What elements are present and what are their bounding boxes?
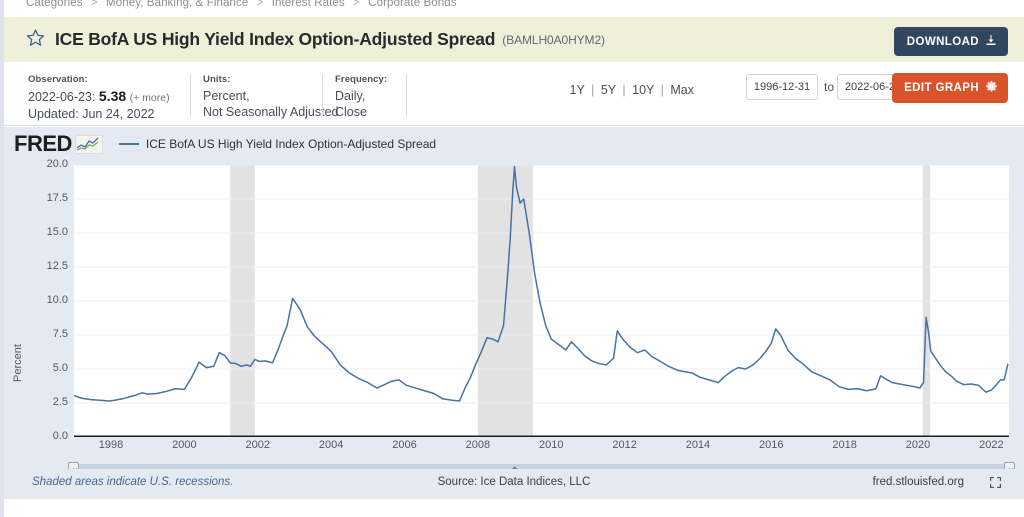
fred-logo: FRED	[14, 131, 72, 156]
y-axis-tick-label: 0.0	[52, 430, 68, 442]
date-range-to-label: to	[823, 80, 834, 94]
breadcrumb-item-interest-rates[interactable]: Interest Rates	[271, 0, 345, 9]
units-label: Units:	[203, 74, 231, 85]
fred-sparkline-icon	[74, 134, 103, 154]
frequency-label: Frequency:	[335, 74, 388, 85]
page-title: ICE BofA US High Yield Index Option-Adju…	[55, 29, 496, 49]
range-10y-link[interactable]: 10Y	[632, 83, 655, 97]
x-axis-tick-label: 2008	[465, 439, 491, 451]
observation-date: 2022-06-23:	[28, 90, 96, 104]
breadcrumb-separator: >	[90, 0, 98, 9]
y-axis-tick-label: 7.5	[52, 328, 68, 340]
y-axis-tick-label: 5.0	[52, 362, 68, 374]
x-axis-tick-label: 2006	[392, 439, 417, 451]
x-axis-tick-label: 2016	[759, 439, 784, 451]
updated-date: Updated: Jun 24, 2022	[28, 107, 155, 121]
observation-value: 5.38	[98, 88, 127, 104]
x-axis-tick-label: 2022	[979, 439, 1004, 451]
series-meta-bar: Observation: 2022-06-23: 5.38 (+ more) U…	[4, 62, 1024, 126]
recession-note: Shaded areas indicate U.S. recessions.	[32, 476, 234, 488]
series-id: (BAMLH0A0HYM2)	[502, 32, 605, 47]
chart-panel: FRED ICE BofA US High Yield Index Option…	[4, 127, 1024, 493]
page-left-rule	[0, 0, 4, 517]
download-button-label: DOWNLOAD	[906, 35, 979, 48]
frequency-value-2: Close	[335, 105, 367, 119]
y-axis-tick-label: 2.5	[52, 396, 68, 408]
observation-label: Observation:	[28, 74, 88, 85]
x-axis-tick-label: 2018	[832, 439, 857, 451]
y-axis-tick-label: 12.5	[46, 260, 68, 272]
breadcrumb-item-categories[interactable]: Categories	[26, 0, 83, 9]
range-shortcut-links: 1Y | 5Y | 10Y | Max	[570, 83, 694, 97]
x-axis-tick-label: 2020	[905, 439, 931, 451]
range-max-link[interactable]: Max	[670, 83, 694, 97]
site-url: fred.stlouisfed.org	[872, 476, 964, 488]
chart-header: FRED ICE BofA US High Yield Index Option…	[14, 133, 436, 155]
units-value-1: Percent,	[203, 89, 250, 103]
breadcrumb-item-money-banking-finance[interactable]: Money, Banking, & Finance	[106, 0, 249, 9]
y-axis-ticks: 0.0 2.5 5.0 7.5 10.0 12.5 15.0 17.5 20.0	[12, 158, 68, 442]
source-note: Source: Ice Data Indices, LLC	[437, 476, 591, 488]
units-column: Units: Percent, Not Seasonally Adjusted	[190, 74, 353, 119]
fullscreen-icon[interactable]	[989, 476, 1002, 494]
legend-line-swatch	[118, 143, 139, 145]
x-axis-tick-label: 2004	[318, 439, 344, 451]
edit-graph-button[interactable]: EDIT GRAPH	[892, 73, 1008, 103]
frequency-column: Frequency: Daily, Close	[322, 74, 401, 119]
frequency-value-1: Daily,	[335, 89, 366, 103]
x-axis-tick-label: 2002	[245, 439, 271, 451]
range-separator: |	[591, 83, 595, 97]
observation-more-link[interactable]: (+ more)	[129, 92, 170, 104]
units-value-2: Not Seasonally Adjusted	[203, 105, 339, 119]
page-bottom-strip	[4, 499, 1024, 517]
observation-value-row: 2022-06-23: 5.38 (+ more)	[28, 88, 170, 106]
breadcrumb-separator: >	[353, 0, 360, 9]
range-1y-link[interactable]: 1Y	[569, 83, 585, 97]
observation-column: Observation: 2022-06-23: 5.38 (+ more) U…	[28, 74, 184, 122]
series-title-band: ICE BofA US High Yield Index Option-Adju…	[4, 17, 1024, 62]
x-axis-tick-label: 2000	[172, 439, 197, 451]
edit-graph-button-label: EDIT GRAPH	[904, 82, 979, 94]
x-axis-tick-label: 1998	[98, 439, 124, 451]
download-button[interactable]: DOWNLOAD	[893, 27, 1008, 56]
y-axis-tick-label: 20.0	[46, 158, 68, 170]
x-axis-tick-label: 2014	[685, 439, 711, 451]
legend-label: ICE BofA US High Yield Index Option-Adju…	[145, 137, 437, 151]
x-axis-tick-label: 2012	[612, 439, 637, 451]
download-icon	[985, 34, 997, 49]
y-axis-tick-label: 10.0	[46, 294, 68, 306]
chart-footer: Shaded areas indicate U.S. recessions. S…	[4, 469, 1024, 499]
meta-column-divider	[406, 74, 421, 116]
breadcrumb: Categories > Money, Banking, & Finance >…	[26, 0, 457, 15]
x-axis-ticks: 1998 2000 2002 2004 2006 2008 2010 2012 2014 2016…	[74, 439, 1009, 457]
y-axis-tick-label: 15.0	[46, 226, 68, 238]
y-axis-tick-label: 17.5	[46, 192, 68, 204]
range-separator: |	[622, 83, 626, 97]
range-5y-link[interactable]: 5Y	[600, 83, 616, 97]
plot-area	[73, 164, 1009, 438]
gear-icon	[985, 80, 998, 96]
chart-legend: ICE BofA US High Yield Index Option-Adju…	[118, 137, 437, 151]
breadcrumb-item-corporate-bonds[interactable]: Corporate Bonds	[368, 0, 457, 9]
range-separator: |	[660, 83, 664, 97]
breadcrumb-separator: >	[256, 0, 264, 9]
star-outline-icon[interactable]	[26, 28, 45, 52]
series-line	[73, 165, 1009, 402]
x-axis-tick-label: 2010	[538, 439, 564, 451]
date-from-input[interactable]	[746, 74, 818, 100]
series-line-chart	[73, 164, 1009, 438]
